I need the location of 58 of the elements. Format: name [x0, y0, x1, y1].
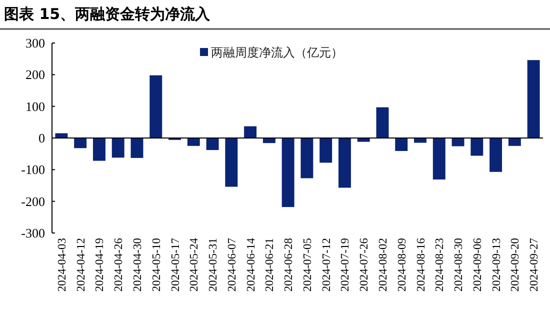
- bar: [320, 138, 332, 163]
- bar: [112, 138, 124, 158]
- bar: [508, 138, 521, 146]
- x-tick-label: 2024-06-14: [245, 238, 258, 292]
- y-tick-label: 100: [26, 98, 45, 114]
- bar: [74, 138, 87, 148]
- x-tick-label: 2024-04-30: [132, 238, 144, 292]
- y-tick-label: 200: [26, 67, 45, 82]
- bar: [187, 138, 200, 146]
- x-tick-label: 2024-09-06: [472, 238, 484, 292]
- bar: [225, 138, 238, 187]
- x-tick-label: 2024-07-19: [340, 238, 352, 292]
- bar: [490, 138, 502, 172]
- x-tick-label: 2024-04-12: [75, 238, 88, 292]
- y-tick-label: -100: [21, 162, 45, 178]
- bar: [300, 138, 314, 178]
- x-tick-label: 2024-05-10: [150, 238, 163, 292]
- x-tick-label: 2024-04-26: [113, 238, 126, 292]
- bar: [470, 138, 484, 156]
- x-tick-label: 2024-08-30: [453, 238, 466, 292]
- x-tick-label: 2024-09-27: [528, 238, 541, 292]
- bar: [395, 138, 408, 151]
- bar: [150, 75, 162, 138]
- x-tick-label: 2024-06-07: [226, 238, 238, 292]
- x-tick-label: 2024-06-21: [264, 238, 276, 292]
- bar: [206, 138, 219, 150]
- x-tick-label: 2024-09-13: [490, 238, 503, 292]
- y-tick-label: 0: [38, 130, 45, 146]
- bar: [414, 138, 426, 143]
- y-tick-label: -300: [21, 226, 45, 240]
- x-tick-label: 2024-05-24: [188, 238, 201, 292]
- legend-label: 两融周度净流入（亿元）: [211, 46, 343, 60]
- x-tick-label: 2024-06-28: [283, 238, 296, 292]
- bar: [357, 138, 370, 142]
- bar: [244, 126, 257, 138]
- x-tick-label: 2024-07-12: [320, 238, 333, 292]
- bar: [432, 138, 446, 180]
- y-tick-label: 300: [26, 36, 45, 50]
- bar: [338, 138, 351, 188]
- y-tick-label: -200: [21, 194, 45, 209]
- bar: [452, 138, 464, 146]
- x-tick-label: 2024-08-02: [377, 238, 390, 292]
- x-tick-label: 2024-04-03: [56, 238, 68, 292]
- bar: [527, 60, 540, 138]
- x-tick-label: 2024-04-19: [94, 238, 106, 292]
- x-tick-label: 2024-09-20: [510, 238, 522, 292]
- x-tick-label: 2024-05-31: [208, 238, 220, 292]
- x-tick-label: 2024-08-09: [396, 238, 408, 292]
- bar: [92, 138, 106, 161]
- x-tick-label: 2024-07-05: [302, 238, 314, 292]
- x-tick-label: 2024-07-26: [358, 238, 371, 292]
- bar: [376, 107, 389, 138]
- bar: [130, 138, 144, 158]
- chart-title: 图表 15、两融资金转为净流入: [4, 5, 212, 23]
- x-tick-label: 2024-08-23: [434, 238, 446, 292]
- x-tick-label: 2024-08-16: [415, 238, 428, 292]
- bar: [282, 138, 294, 208]
- x-tick-label: 2024-05-17: [170, 238, 182, 292]
